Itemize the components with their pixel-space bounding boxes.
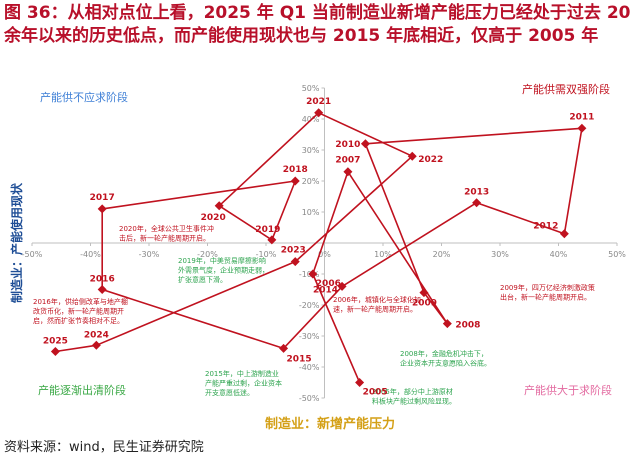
y-tick-label: 10%	[302, 208, 320, 217]
point-label-2021: 2021	[306, 97, 331, 107]
annotation: 2015年，中上游制造业产能严重过剩，企业资本开支意愿低迷。	[205, 369, 282, 397]
point-label-2024: 2024	[84, 330, 109, 340]
y-axis-title: 制造业：产能使用现状	[9, 182, 24, 303]
point-label-2020: 2020	[201, 213, 226, 223]
annotation: 2016年，供给侧改革与地产棚改货币化，新一轮产能周期开启，然而扩张节奏相对不足…	[33, 297, 128, 325]
data-point-2014	[337, 281, 347, 291]
data-point-2021	[314, 108, 324, 118]
y-tick-label: 30%	[302, 146, 320, 155]
y-tick-label: -40%	[299, 363, 320, 372]
y-tick-label: 50%	[302, 84, 320, 93]
x-tick-label: 40%	[550, 250, 568, 259]
y-tick-label: -30%	[299, 332, 320, 341]
y-tick-label: 20%	[302, 177, 320, 186]
data-point-2010	[360, 139, 370, 149]
point-label-2005: 2005	[363, 388, 388, 398]
data-point-2008	[442, 319, 452, 329]
point-label-2025: 2025	[43, 337, 68, 347]
data-point-2018	[290, 176, 300, 186]
x-axis-title: 制造业：新增产能压力	[265, 416, 395, 432]
x-tick-label: -10%	[256, 250, 277, 259]
point-label-2023: 2023	[281, 246, 306, 256]
x-tick-label: -30%	[139, 250, 160, 259]
data-point-2007	[343, 167, 353, 177]
data-point-2006	[308, 269, 318, 279]
quadrant-label: 产能供不应求阶段	[40, 90, 128, 104]
point-label-2007: 2007	[335, 156, 360, 166]
data-point-2005	[355, 378, 365, 387]
y-tick-label: -20%	[299, 301, 320, 310]
point-label-2014: 2014	[313, 285, 338, 295]
point-label-2012: 2012	[533, 222, 558, 232]
point-label-2010: 2010	[335, 140, 360, 150]
page-title: 图 36：从相对点位上看，2025 年 Q1 当前制造业新增产能压力已经处于过去…	[4, 3, 631, 46]
point-label-2016: 2016	[90, 275, 115, 285]
data-point-2009	[419, 288, 429, 298]
data-point-2017	[97, 204, 107, 214]
annotation: 2005年，部分中上游原材料板块产能过剩风险显现。	[372, 387, 456, 406]
x-tick-label: 10%	[374, 250, 392, 259]
source-note: 资料来源：wind，民生证券研究院	[4, 440, 204, 455]
point-label-2015: 2015	[287, 354, 312, 364]
point-label-2018: 2018	[283, 165, 308, 175]
x-tick-label: -50%	[22, 250, 43, 259]
data-point-2012	[559, 229, 569, 239]
point-label-2011: 2011	[569, 112, 594, 122]
point-label-2013: 2013	[464, 188, 489, 198]
point-label-2009: 2009	[412, 299, 437, 309]
x-tick-label: -20%	[197, 250, 218, 259]
y-tick-label: -50%	[299, 394, 320, 403]
annotation: 2008年，金融危机冲击下，企业资本开支意愿陷入谷底。	[400, 349, 491, 368]
point-label-2017: 2017	[90, 193, 115, 203]
data-point-2019	[267, 235, 277, 245]
x-tick-label: 0%	[318, 250, 331, 259]
annotation: 2020年，全球公共卫生事件冲击后，新一轮产能周期开启。	[119, 224, 214, 243]
data-point-2025	[50, 347, 60, 356]
data-point-2013	[472, 198, 482, 208]
x-tick-label: 50%	[608, 250, 626, 259]
annotation: 2019年，中美贸易摩擦影响外需景气度，企业预期走弱，扩张意愿下滑。	[178, 256, 269, 284]
data-point-2016	[97, 285, 107, 294]
data-point-2024	[91, 340, 101, 350]
data-point-2023	[290, 257, 300, 267]
x-tick-label: -40%	[80, 250, 101, 259]
point-label-2022: 2022	[418, 155, 443, 165]
quadrant-label: 产能逐渐出清阶段	[38, 383, 126, 397]
point-label-2008: 2008	[455, 321, 480, 331]
data-point-2022	[407, 151, 417, 161]
point-label-2019: 2019	[255, 225, 280, 235]
x-tick-label: 30%	[491, 250, 509, 259]
x-tick-label: 20%	[433, 250, 451, 259]
quadrant-label: 产能供大于求阶段	[524, 383, 612, 397]
annotation: 2009年，四万亿经济刺激政策出台，新一轮产能周期开启。	[500, 283, 595, 302]
data-point-2011	[577, 123, 587, 133]
point-label-2006: 2006	[316, 279, 341, 289]
data-point-2015	[279, 343, 289, 353]
annotation: 2006年，城镇化与全球化加速，新一轮产能周期开启。	[333, 295, 421, 314]
quadrant-label: 产能供需双强阶段	[522, 82, 610, 96]
data-point-2020	[214, 201, 224, 211]
